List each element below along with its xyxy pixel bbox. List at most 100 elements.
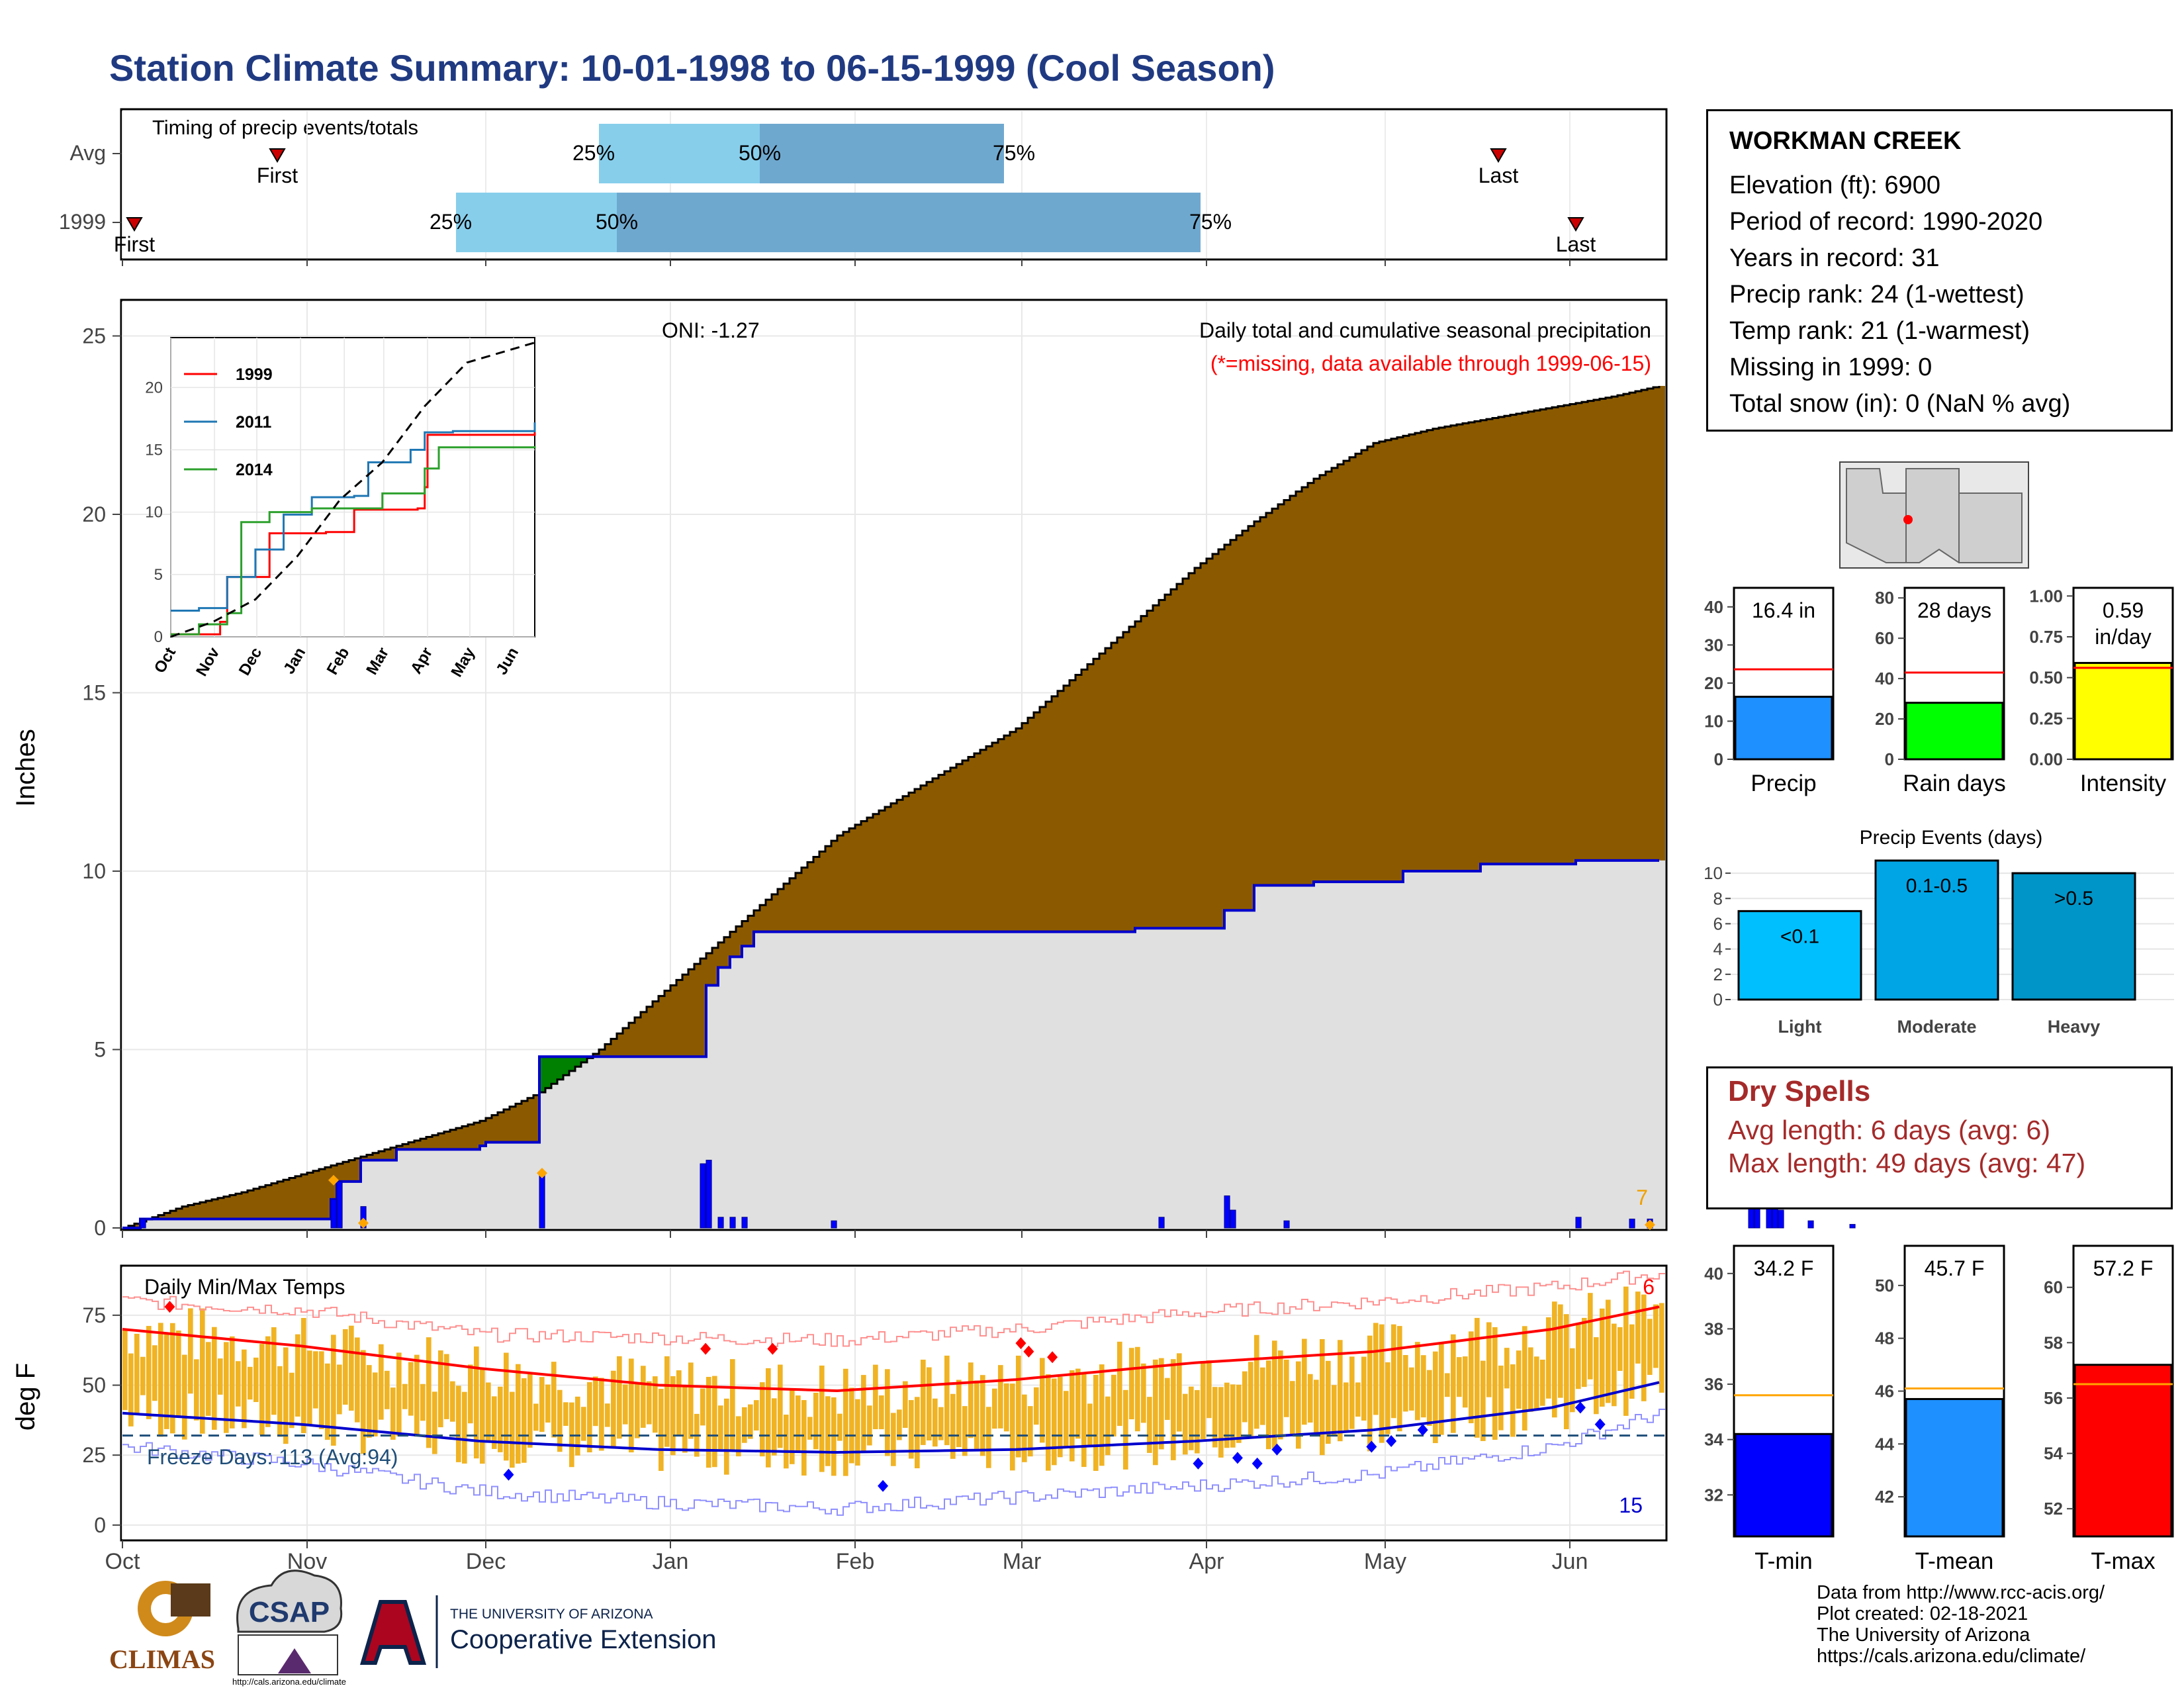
daily-temp-bar [242,1349,247,1429]
daily-temp-bar [897,1409,902,1440]
daily-temp-bar [1427,1370,1432,1427]
cumulative-y-tick-label: 10 [82,859,106,883]
last-event-label: Last [1479,164,1519,187]
temp-record-marker [700,1342,711,1355]
daily-temp-bar [396,1352,402,1436]
daily-temp-bar [1445,1373,1450,1397]
daily-temp-bar [1141,1363,1146,1423]
daily-temp-bar [1623,1286,1629,1416]
daily-precip-bar [1849,1224,1856,1229]
daily-temp-bar [349,1325,354,1411]
observed-cumulative-fill [122,860,1665,1228]
daily-temp-bar [158,1323,163,1437]
daily-temp-bar [462,1391,467,1464]
daily-temp-bar [1641,1294,1647,1401]
daily-temp-bar [1647,1319,1653,1376]
daily-temp-bar [1129,1348,1134,1420]
daily-temp-bar [617,1356,622,1439]
daily-precip-bar [1283,1220,1290,1229]
daily-temp-bar [629,1358,634,1453]
daily-temp-bar [140,1356,146,1395]
daily-temp-bar [170,1323,175,1434]
daily-temp-bar [408,1362,414,1416]
daily-temp-bar [468,1364,473,1424]
summary-y-tick-label: 80 [1875,588,1894,608]
summary-bar [1905,1397,2004,1538]
event-category-label: Light [1778,1017,1822,1037]
events-y-tick-label: 10 [1704,863,1723,883]
daily-temp-bar [1022,1394,1027,1462]
daily-temp-bar [283,1347,289,1444]
timing-q75-label: 75% [1189,210,1232,234]
temp-record-marker [1232,1452,1243,1464]
summary-category-label: Intensity [2080,771,2167,796]
temp-summary-layer: 32 34 36 38 40 34.2 F T-min 42 44 46 48 50 45.7 F T-m… [1704,1244,2174,1574]
daily-temp-bar [414,1354,420,1437]
temp-record-marker [1251,1457,1263,1470]
temp-record-marker [164,1301,175,1313]
daily-temp-bar [659,1389,664,1472]
record-low-line [122,1408,1665,1516]
daily-temp-bar [1266,1360,1271,1450]
daily-temp-bar [1522,1326,1527,1430]
daily-temp-bar [1570,1348,1575,1413]
daily-temp-bar [766,1368,771,1468]
station-elevation: Elevation (ft): 6900 [1729,171,1940,199]
daily-temp-bar [1206,1360,1212,1419]
daily-temp-bar [1635,1291,1641,1364]
events-y-tick-label: 8 [1713,888,1723,908]
daily-temp-bar [885,1369,890,1456]
timing-q75-label: 75% [993,141,1035,165]
last-event-marker [1490,148,1507,163]
daily-temp-bar [1093,1374,1099,1472]
inset-y-tick-label: 20 [145,379,163,397]
inset-y-tick-label: 15 [145,442,163,459]
daily-temp-bar [1302,1338,1307,1425]
daily-temp-bar [1135,1346,1140,1432]
timing-row-label: 1999 [59,210,106,234]
summary-y-tick-label: 20 [1704,673,1723,693]
record-marker [358,1217,369,1229]
daily-temp-bar [337,1364,342,1415]
daily-temp-bar [1254,1335,1259,1429]
last-event-marker [1567,217,1584,232]
daily-temp-bar [1409,1367,1414,1411]
credits: Data from http://www.rcc-acis.org/ Plot … [1817,1582,2105,1667]
summary-value-unit: in/day [2095,625,2151,649]
summary-value-label: 34.2 F [1754,1256,1814,1280]
precip-events-title: Precip Events (days) [1860,827,2043,849]
daily-temp-bar [1290,1381,1295,1436]
temp-record-marker [1271,1443,1283,1456]
daily-temp-bar [1028,1406,1033,1457]
summary-y-tick-label: 52 [2044,1499,2063,1519]
daily-temp-bar [724,1398,729,1475]
daily-temp-bar [1117,1341,1122,1427]
daily-temp-bar [1600,1308,1605,1407]
event-category-label: Heavy [2048,1017,2101,1037]
daily-temp-bar [635,1383,640,1438]
daily-temp-bar [164,1333,169,1429]
precip-events-layer: 0 2 4 6 8 10 <0.1 Light 0.1-0.5 Moderate >0.5 Heavy [1704,859,2174,1037]
daily-temp-bar [1367,1335,1373,1452]
summary-y-tick-label: 36 [1704,1374,1723,1394]
daily-temp-bar [1064,1391,1069,1446]
daily-temp-bar [1004,1383,1009,1432]
summary-y-tick-label: 0.50 [2029,668,2063,688]
daily-temp-bar [944,1355,950,1446]
daily-temp-bar [1659,1303,1664,1393]
daily-temp-bar [289,1372,295,1429]
station-period: Period of record: 1990-2020 [1729,208,2043,236]
inset-average-line [170,342,535,638]
daily-temp-bar [1081,1374,1087,1468]
daily-temp-bar [772,1398,777,1456]
daily-temp-bar [1040,1358,1045,1443]
daily-temp-bar [1099,1364,1105,1466]
daily-temp-bar [563,1402,569,1426]
inset-frame [170,337,535,637]
daily-temp-bar [516,1364,521,1464]
daily-temp-bar [855,1399,860,1466]
daily-temp-bar [581,1407,586,1441]
temp-y-tick-label: 50 [82,1374,106,1397]
daily-precip-bar [1629,1219,1635,1229]
